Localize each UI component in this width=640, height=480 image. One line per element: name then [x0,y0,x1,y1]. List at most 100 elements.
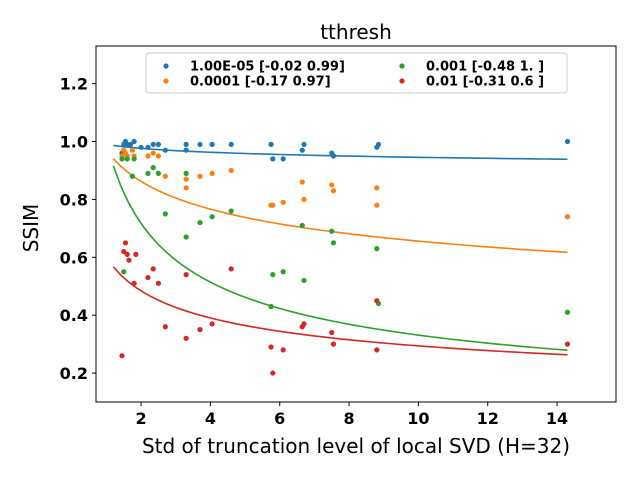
data-point [129,147,135,153]
data-point [126,257,132,263]
data-point [374,246,380,252]
data-point [124,156,130,162]
data-point [131,156,137,162]
data-point [564,341,571,347]
data-point [301,196,307,202]
y-axis-label: SSIM [19,204,43,253]
data-point [197,173,203,179]
y-tick-label: 0.4 [60,306,88,325]
x-tick-label: 6 [274,409,285,428]
legend-marker [163,78,169,84]
x-tick-label: 2 [135,409,146,428]
data-point [150,164,156,171]
y-tick-label: 0.6 [60,248,88,267]
data-point [374,347,380,353]
data-point [268,303,274,310]
legend-label: 0.01 [-0.31 0.6 ] [426,75,544,90]
data-point [209,214,215,220]
data-point [299,222,305,229]
chart-title: tthresh [320,20,392,44]
data-point [268,141,274,148]
legend-marker [399,63,405,69]
data-point [183,176,189,182]
data-point [209,321,215,327]
data-point [209,170,215,176]
legend-label: 1.00E-05 [-0.02 0.99] [190,60,345,75]
data-point [197,327,203,333]
data-point [145,170,151,176]
data-point [150,266,156,272]
x-tick-label: 8 [343,409,354,428]
data-point [119,353,125,359]
data-point [374,298,380,304]
data-point [329,329,335,336]
data-point [183,141,189,148]
data-point [162,173,168,179]
data-point [329,182,335,188]
data-point [121,269,127,275]
plot-frame [95,45,617,403]
data-point [564,309,571,315]
legend-label: 0.0001 [-0.17 0.97] [190,75,331,90]
y-tick-label: 0.8 [60,190,88,209]
data-point [301,141,307,148]
data-point [330,188,337,194]
data-point [155,141,161,148]
data-point [330,341,337,347]
data-point [280,347,286,353]
data-point [374,202,380,208]
data-point [133,251,139,257]
data-point [150,150,156,156]
data-point [280,269,286,275]
legend-label: 0.001 [-0.48 1. ] [426,60,544,75]
data-point [270,156,276,162]
data-point [270,370,276,376]
data-point [228,208,234,214]
data-point [280,199,286,205]
data-point [270,272,276,278]
data-point [330,240,337,246]
data-point [162,324,168,330]
data-point [145,274,151,281]
fit-curve [113,144,568,161]
y-axis: 0.2 0.4 0.6 0.8 1.0 1.2 [60,75,96,383]
data-point [183,335,189,341]
data-point [131,280,137,286]
plot-area [95,45,617,403]
data-point [183,147,189,153]
data-point [183,170,189,176]
data-point [145,153,151,159]
x-tick-label: 4 [205,409,216,428]
legend-marker [163,63,169,69]
data-point [299,179,305,185]
data-point [155,170,161,176]
data-point [129,173,135,179]
data-point [228,266,234,272]
y-tick-label: 1.0 [60,133,88,152]
legend: 1.00E-05 [-0.02 0.99]0.0001 [-0.17 0.97]… [145,52,568,94]
data-point [375,141,382,148]
legend-marker [399,78,405,84]
data-point [197,219,203,226]
data-point [155,153,161,159]
legend-box [145,52,568,94]
data-point [329,228,335,234]
data-point [162,147,168,153]
data-point [270,202,276,208]
data-point [183,185,189,191]
data-point [299,147,305,153]
data-point [128,141,134,148]
data-point [374,185,380,191]
data-point [268,344,274,350]
data-point [183,234,189,240]
data-point [564,214,571,220]
fit-curve [112,158,568,254]
x-tick-label: 12 [477,409,499,428]
data-point [119,156,125,162]
data-point [564,138,571,145]
data-point [122,240,129,246]
data-point [280,156,286,162]
x-axis-label: Std of truncation level of local SVD (H=… [142,434,570,458]
data-point [197,141,203,148]
